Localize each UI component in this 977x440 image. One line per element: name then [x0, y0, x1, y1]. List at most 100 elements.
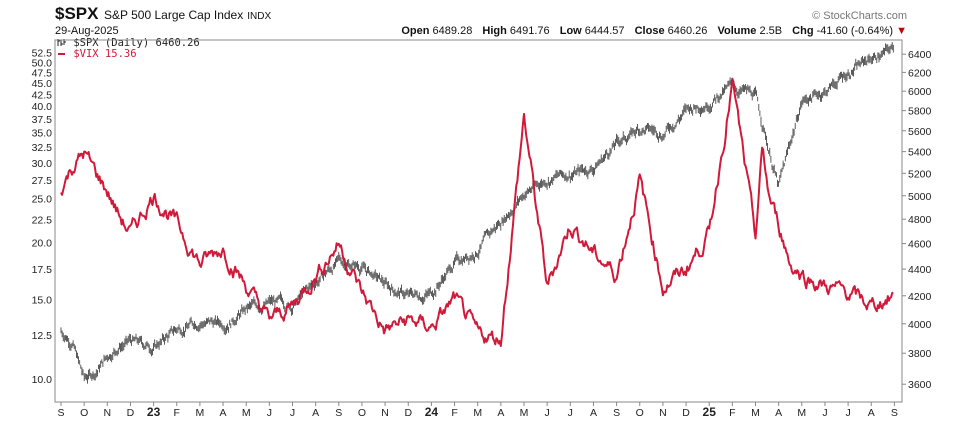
low-value: 6444.57	[584, 25, 625, 37]
x-tick-label: A	[312, 407, 319, 419]
right-tick-label: 5600	[908, 126, 932, 138]
ohlc-readout: Open 6489.28 High 6491.76 Low 6444.57 Cl…	[394, 25, 907, 37]
right-tick-label: 5200	[908, 168, 932, 180]
x-tick-label: D	[404, 407, 412, 419]
left-tick-label: 42.5	[32, 89, 53, 101]
right-tick-label: 3600	[908, 379, 932, 391]
left-axis: 10.0 12.5 15.0 17.5 20.0 22.5 25.0 27.5 30.0 32.5…	[32, 48, 53, 386]
x-tick-label: F	[729, 407, 735, 419]
x-tick-label: O	[358, 407, 366, 419]
legend-vix[interactable]: $VIX 15.36	[57, 49, 200, 60]
high-label: High	[482, 25, 507, 37]
left-tick-label: 45.0	[32, 78, 53, 90]
x-tick-label: A	[868, 407, 875, 419]
x-tick-label: F	[451, 407, 457, 419]
x-tick-label: M	[797, 407, 806, 419]
spx-price-bars	[60, 42, 894, 384]
left-tick-label: 50.0	[32, 57, 53, 69]
left-tick-label: 47.5	[32, 67, 53, 79]
vix-series	[60, 77, 894, 347]
left-tick-label: 52.5	[32, 48, 53, 60]
volume-label: Volume	[717, 25, 757, 37]
open-label: Open	[401, 25, 430, 37]
right-tick-label: 6000	[908, 86, 932, 98]
left-tick-label: 40.0	[32, 101, 53, 113]
close-value: 6460.26	[667, 25, 708, 37]
x-tick-label: D	[127, 407, 135, 419]
right-tick-label: 3800	[908, 348, 932, 360]
chart-legend: $SPX (Daily) 6460.26 $VIX 15.36	[57, 38, 200, 60]
left-tick-label: 15.0	[32, 294, 53, 306]
x-tick-label: S	[335, 407, 342, 419]
right-tick-label: 4400	[908, 264, 932, 276]
x-tick-label: A	[220, 407, 227, 419]
x-tick-label: F	[174, 407, 180, 419]
x-tick-label: S	[613, 407, 620, 419]
high-value: 6491.76	[509, 25, 550, 37]
x-tick-label: 23	[147, 405, 161, 419]
right-tick-label: 5800	[908, 106, 932, 118]
series-layer	[60, 42, 894, 384]
left-tick-label: 37.5	[32, 114, 53, 126]
right-tick-label: 6200	[908, 67, 932, 79]
right-tick-label: 5000	[908, 191, 932, 203]
left-tick-label: 17.5	[32, 264, 53, 276]
left-tick-label: 30.0	[32, 158, 53, 170]
vix-line	[60, 77, 894, 347]
exchange-label: INDX	[247, 11, 272, 22]
left-tick-label: 25.0	[32, 194, 53, 206]
index-name: S&P 500 Large Cap Index INDX	[104, 8, 271, 22]
left-tick-label: 27.5	[32, 175, 53, 187]
x-tick-label: M	[751, 407, 760, 419]
x-tick-label: A	[590, 407, 597, 419]
x-tick-label: J	[545, 407, 550, 419]
legend-spx-label: $SPX (Daily) 6460.26	[73, 37, 200, 49]
x-tick-label: J	[290, 407, 295, 419]
x-tick-label: M	[242, 407, 251, 419]
right-tick-label: 6400	[908, 49, 932, 61]
left-tick-label: 20.0	[32, 238, 53, 250]
spx-series	[60, 42, 894, 384]
left-tick-label: 22.5	[32, 214, 53, 226]
open-value: 6489.28	[432, 25, 473, 37]
x-tick-label: N	[659, 407, 667, 419]
line-dash-icon	[58, 53, 65, 55]
left-tick-label: 12.5	[32, 330, 53, 342]
right-tick-label: 5400	[908, 147, 932, 159]
chg-value: -41.60 (-0.64%)	[816, 25, 894, 37]
x-tick-label: S	[891, 407, 898, 419]
x-tick-label: N	[381, 407, 389, 419]
bar-chart-icon	[57, 39, 66, 46]
x-tick-label: M	[520, 407, 529, 419]
plot-frame	[54, 39, 903, 403]
brand-watermark[interactable]: © StockCharts.com	[812, 10, 907, 22]
x-tick-label: J	[568, 407, 573, 419]
x-tick-label: J	[267, 407, 272, 419]
right-tick-label: 4800	[908, 214, 932, 226]
x-tick-label: J	[822, 407, 827, 419]
close-label: Close	[634, 25, 665, 37]
legend-spx[interactable]: $SPX (Daily) 6460.26	[57, 38, 200, 49]
chg-label: Chg	[792, 25, 814, 37]
left-tick-label: 35.0	[32, 128, 53, 140]
chart-symbol: $SPX	[55, 4, 99, 23]
x-tick-label: 25	[703, 405, 717, 419]
legend-vix-label: $VIX 15.36	[73, 48, 137, 60]
right-tick-label: 4000	[908, 319, 932, 331]
index-name-text: S&P 500 Large Cap Index	[104, 8, 244, 22]
right-tick-label: 4200	[908, 291, 932, 303]
x-axis: S O N D 23 F M A M J J A S O N D 24 F M A M J J A S O N D 25 F M A M J J A S	[57, 402, 898, 419]
x-tick-label: 24	[425, 405, 439, 419]
x-tick-label: A	[497, 407, 504, 419]
volume-value: 2.5B	[759, 25, 783, 37]
x-tick-label: O	[636, 407, 644, 419]
x-tick-label: S	[57, 407, 64, 419]
x-tick-label: J	[845, 407, 850, 419]
x-tick-label: N	[104, 407, 112, 419]
x-tick-label: M	[196, 407, 205, 419]
left-tick-label: 32.5	[32, 142, 53, 154]
down-arrow-icon: ▼	[896, 25, 907, 37]
left-tick-label: 10.0	[32, 374, 53, 386]
chart-date: 29-Aug-2025	[55, 25, 119, 37]
